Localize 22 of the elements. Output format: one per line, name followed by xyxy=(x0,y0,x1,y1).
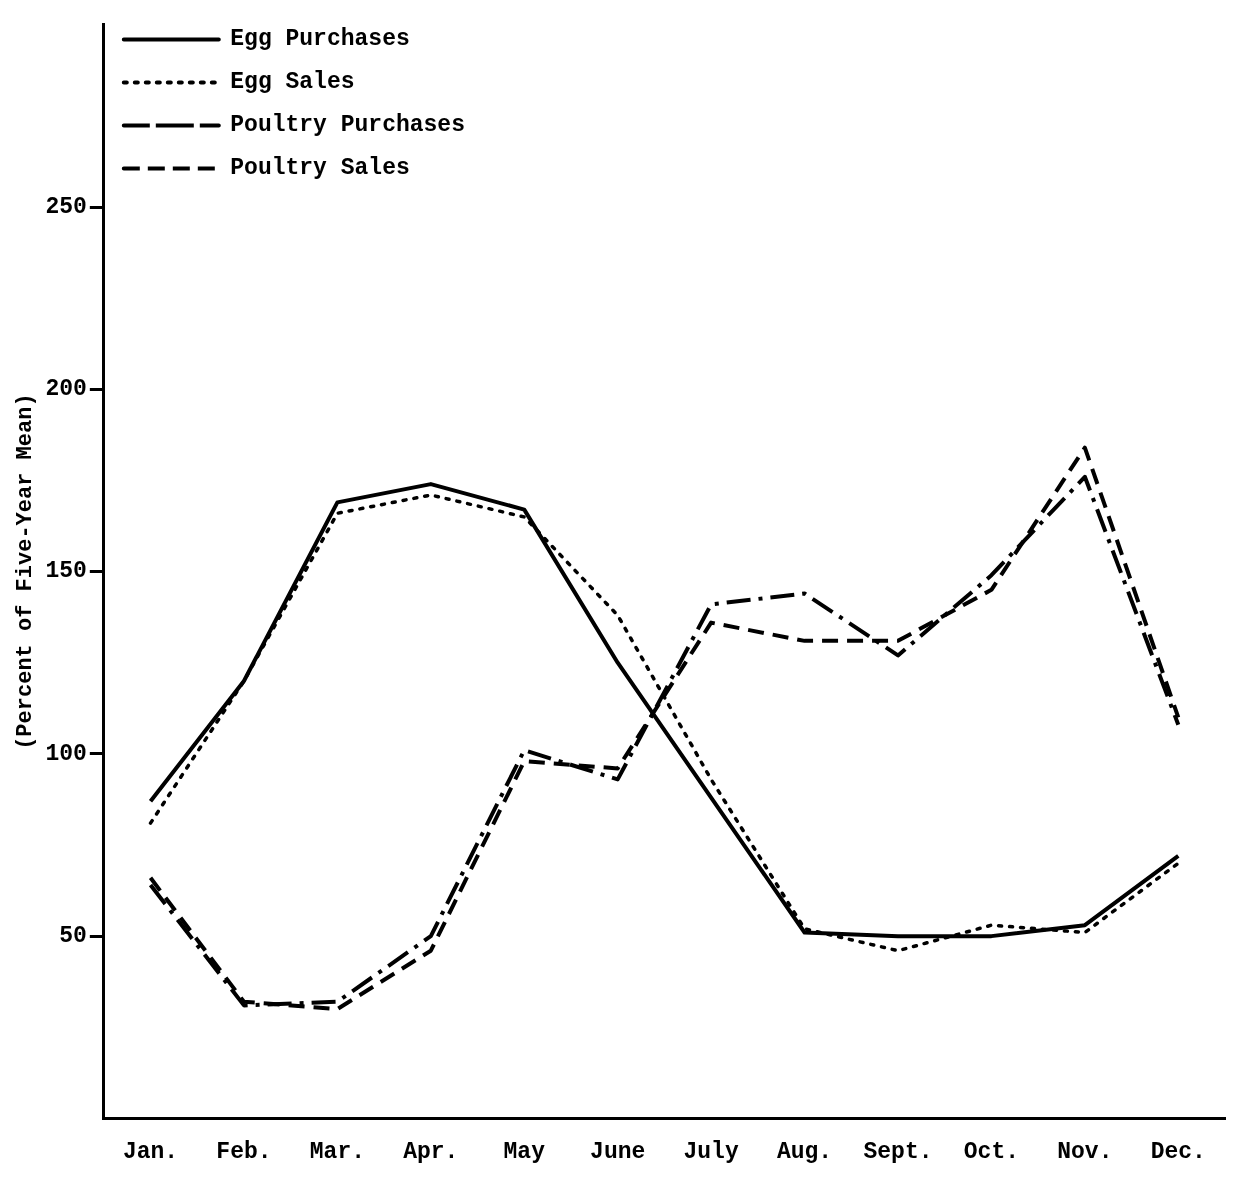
x-tick-label: Jan. xyxy=(122,1139,179,1165)
x-tick-label: Apr. xyxy=(403,1139,459,1165)
x-tick-label: Mar. xyxy=(309,1139,365,1165)
y-tick-label: 50 xyxy=(59,922,87,949)
x-tick-label: Feb. xyxy=(216,1139,272,1165)
y-tick-label: 200 xyxy=(45,376,87,403)
x-tick-label: June xyxy=(590,1139,646,1165)
legend-label: Egg Purchases xyxy=(230,26,410,53)
x-tick-label: Oct. xyxy=(963,1139,1020,1165)
legend-label: Poultry Purchases xyxy=(230,112,465,139)
x-tick-label: Aug. xyxy=(776,1139,833,1165)
y-axis-title: (Percent of Five-Year Mean) xyxy=(12,393,38,750)
x-tick-label: Dec. xyxy=(1150,1139,1206,1165)
y-tick-label: 250 xyxy=(45,193,87,220)
legend-label: Poultry Sales xyxy=(230,155,410,182)
x-tick-label: Nov. xyxy=(1057,1139,1113,1165)
x-tick-label: May xyxy=(503,1139,546,1165)
x-tick-label: Sept. xyxy=(863,1139,933,1165)
legend-label: Egg Sales xyxy=(230,69,355,96)
x-tick-label: July xyxy=(683,1139,739,1165)
y-tick-label: 100 xyxy=(45,740,87,767)
y-tick-label: 150 xyxy=(45,558,87,585)
